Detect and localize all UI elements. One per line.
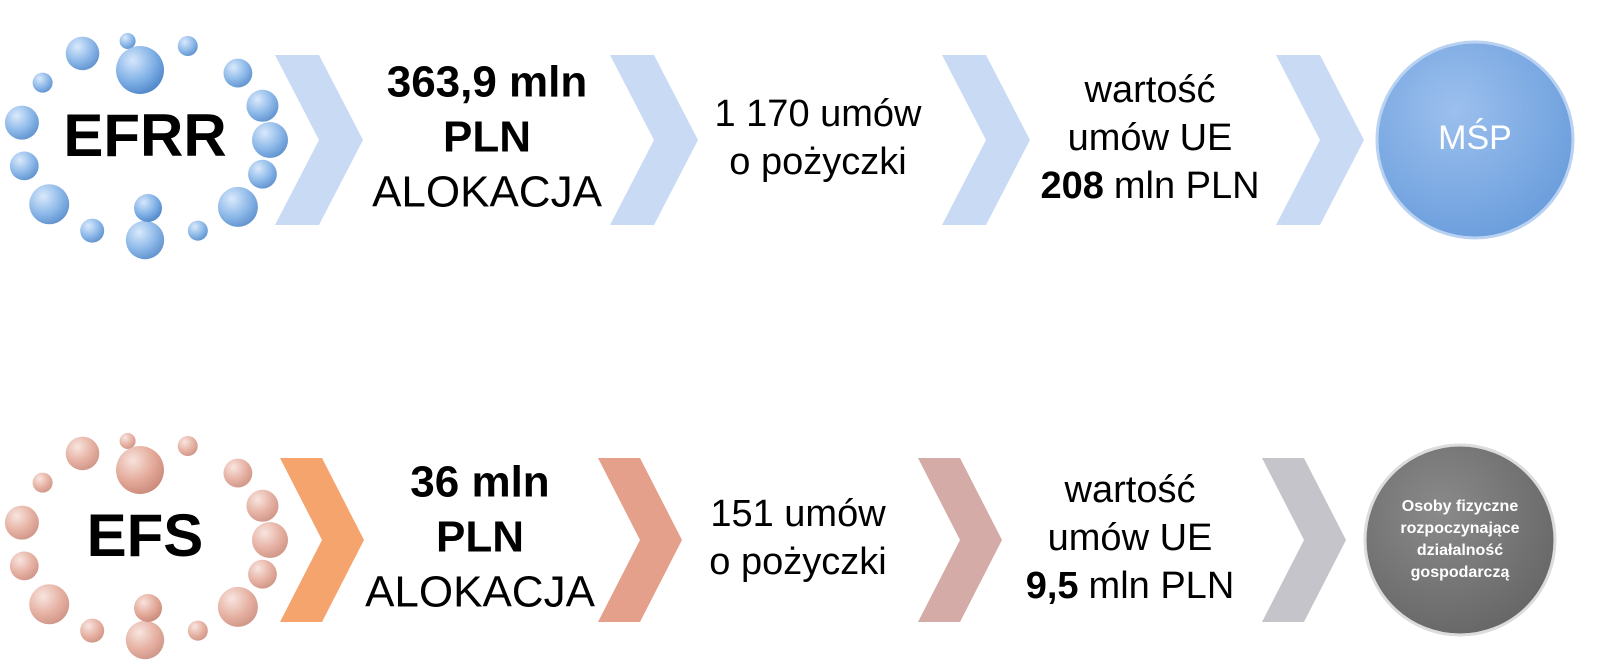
dot <box>187 220 208 241</box>
allocation-amount: 363,9 mln <box>387 58 588 107</box>
value-text: wartość <box>1064 469 1196 511</box>
dot <box>248 559 277 589</box>
allocation-caption: ALOKACJA <box>372 168 603 217</box>
chevron <box>280 458 364 622</box>
value-amount: 208 <box>1040 165 1103 207</box>
dot <box>177 36 198 57</box>
target-text: działalność <box>1417 542 1503 559</box>
value-text: wartość <box>1084 69 1216 111</box>
allocation-amount: PLN <box>443 113 531 162</box>
contracts: 1 170 umów <box>714 93 922 135</box>
dot <box>116 46 164 94</box>
target-circle <box>1363 443 1557 637</box>
target-text: gospodarczą <box>1411 564 1510 581</box>
value-amount-line: 208 mln PLN <box>1040 165 1259 207</box>
target-text: MŚP <box>1438 118 1512 157</box>
target-text: Osoby fizyczne <box>1402 498 1519 515</box>
dot <box>252 122 288 158</box>
chevron <box>1276 55 1364 225</box>
dot <box>119 32 136 49</box>
dot <box>223 458 253 488</box>
dot <box>32 472 53 493</box>
dot <box>246 89 279 122</box>
allocation-amount: 36 mln <box>410 458 549 507</box>
dot <box>65 436 100 471</box>
dot <box>223 58 253 88</box>
dot <box>116 446 164 494</box>
dot <box>217 586 258 627</box>
dot <box>9 151 39 181</box>
fund-label: EFRR <box>63 102 226 169</box>
fund-label: EFS <box>87 502 204 569</box>
chevron <box>918 458 1002 622</box>
dot <box>248 159 277 189</box>
dot <box>125 620 165 660</box>
dot <box>29 584 70 625</box>
dot <box>80 218 105 243</box>
dot <box>187 620 208 641</box>
chevron <box>610 55 698 225</box>
dot <box>217 186 258 227</box>
chevron <box>598 458 682 622</box>
contracts: o pożyczki <box>709 541 886 583</box>
chevron <box>275 55 363 225</box>
dot <box>9 551 39 581</box>
dot <box>29 184 70 225</box>
row: EFRR 363,9 mln PLN ALOKACJA 1 170 umów o poży… <box>4 32 1575 260</box>
dot <box>177 436 198 457</box>
value-text: umów UE <box>1048 517 1213 559</box>
allocation-amount: PLN <box>436 513 524 562</box>
dot <box>80 618 105 643</box>
target-circle <box>1375 40 1575 240</box>
dot <box>32 72 53 93</box>
value-text: umów UE <box>1068 117 1233 159</box>
contracts: o pożyczki <box>729 141 906 183</box>
dot <box>65 36 100 71</box>
chevron <box>942 55 1030 225</box>
dot <box>246 489 279 522</box>
value-amount: 9,5 <box>1026 565 1079 607</box>
dot <box>4 505 39 540</box>
value-unit: mln PLN <box>1114 165 1260 207</box>
dot <box>4 105 39 140</box>
contracts: 151 umów <box>710 493 886 535</box>
allocation-caption: ALOKACJA <box>365 568 596 617</box>
row: EFS 36 mln PLN ALOKACJA 151 umów o pożyczki wa… <box>4 432 1557 660</box>
dot <box>125 220 165 260</box>
target-text: rozpoczynające <box>1400 520 1519 537</box>
chevron <box>1262 458 1346 622</box>
dot <box>134 594 162 622</box>
dot <box>252 522 288 558</box>
dot <box>119 432 136 449</box>
value-unit: mln PLN <box>1089 565 1235 607</box>
value-amount-line: 9,5 mln PLN <box>1026 565 1235 607</box>
dot <box>134 194 162 222</box>
